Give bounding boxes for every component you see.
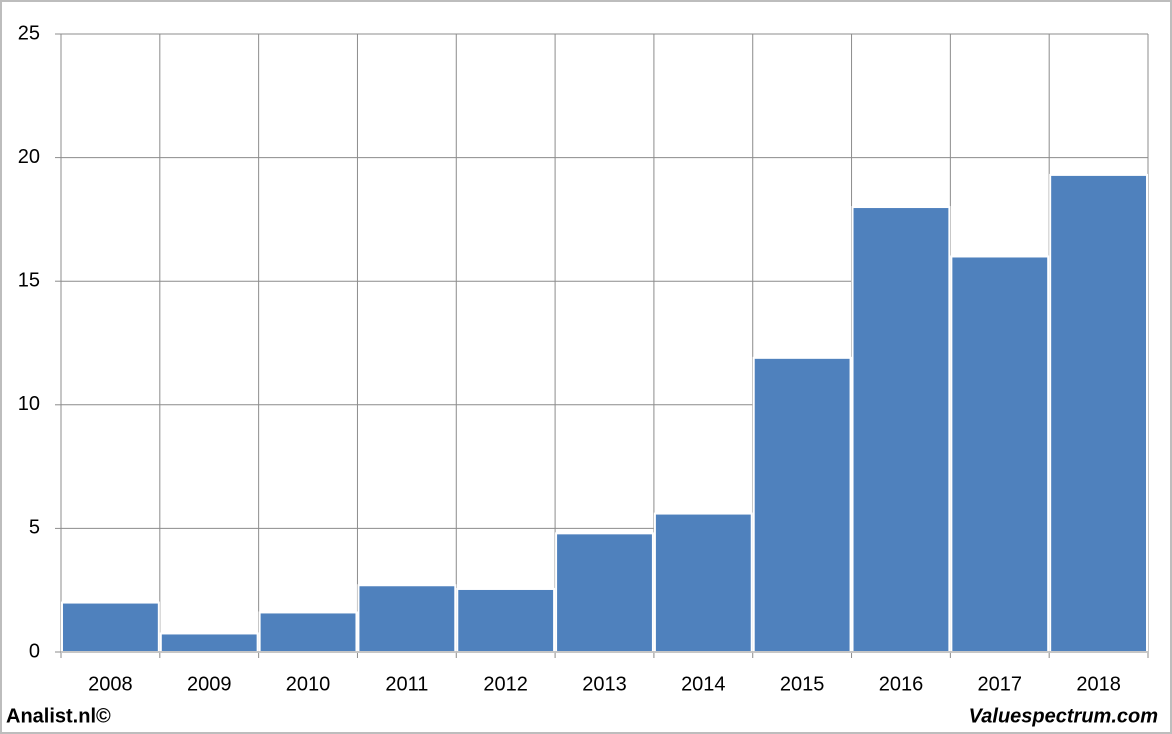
bar xyxy=(950,255,1050,653)
x-tick-label: 2012 xyxy=(483,673,528,695)
y-tick-label: 5 xyxy=(29,517,40,539)
y-tick-label: 20 xyxy=(18,146,40,168)
y-tick-label: 0 xyxy=(29,640,40,662)
x-tick-label: 2009 xyxy=(187,673,232,695)
y-tick-label: 10 xyxy=(18,393,40,415)
y-tick-label: 25 xyxy=(18,22,40,44)
footer-left: Analist.nl© xyxy=(6,705,111,727)
x-tick-label: 2017 xyxy=(978,673,1023,695)
y-tick-label: 15 xyxy=(18,269,40,291)
bar xyxy=(752,356,852,653)
x-tick-label: 2008 xyxy=(88,673,133,695)
x-tick-label: 2015 xyxy=(780,673,825,695)
x-tick-label: 2014 xyxy=(681,673,726,695)
bar xyxy=(456,587,556,653)
x-tick-label: 2011 xyxy=(385,673,428,695)
bar xyxy=(258,611,358,653)
x-tick-label: 2013 xyxy=(582,673,627,695)
footer-right: Valuespectrum.com xyxy=(969,705,1158,727)
bar xyxy=(851,206,951,653)
bar xyxy=(1049,173,1149,654)
x-tick-label: 2010 xyxy=(286,673,331,695)
x-tick-label: 2016 xyxy=(879,673,924,695)
bar xyxy=(60,601,160,653)
bar xyxy=(357,584,457,653)
x-tick-label: 2018 xyxy=(1076,673,1121,695)
bar xyxy=(159,632,259,654)
bar xyxy=(653,512,753,653)
bar xyxy=(555,532,654,653)
